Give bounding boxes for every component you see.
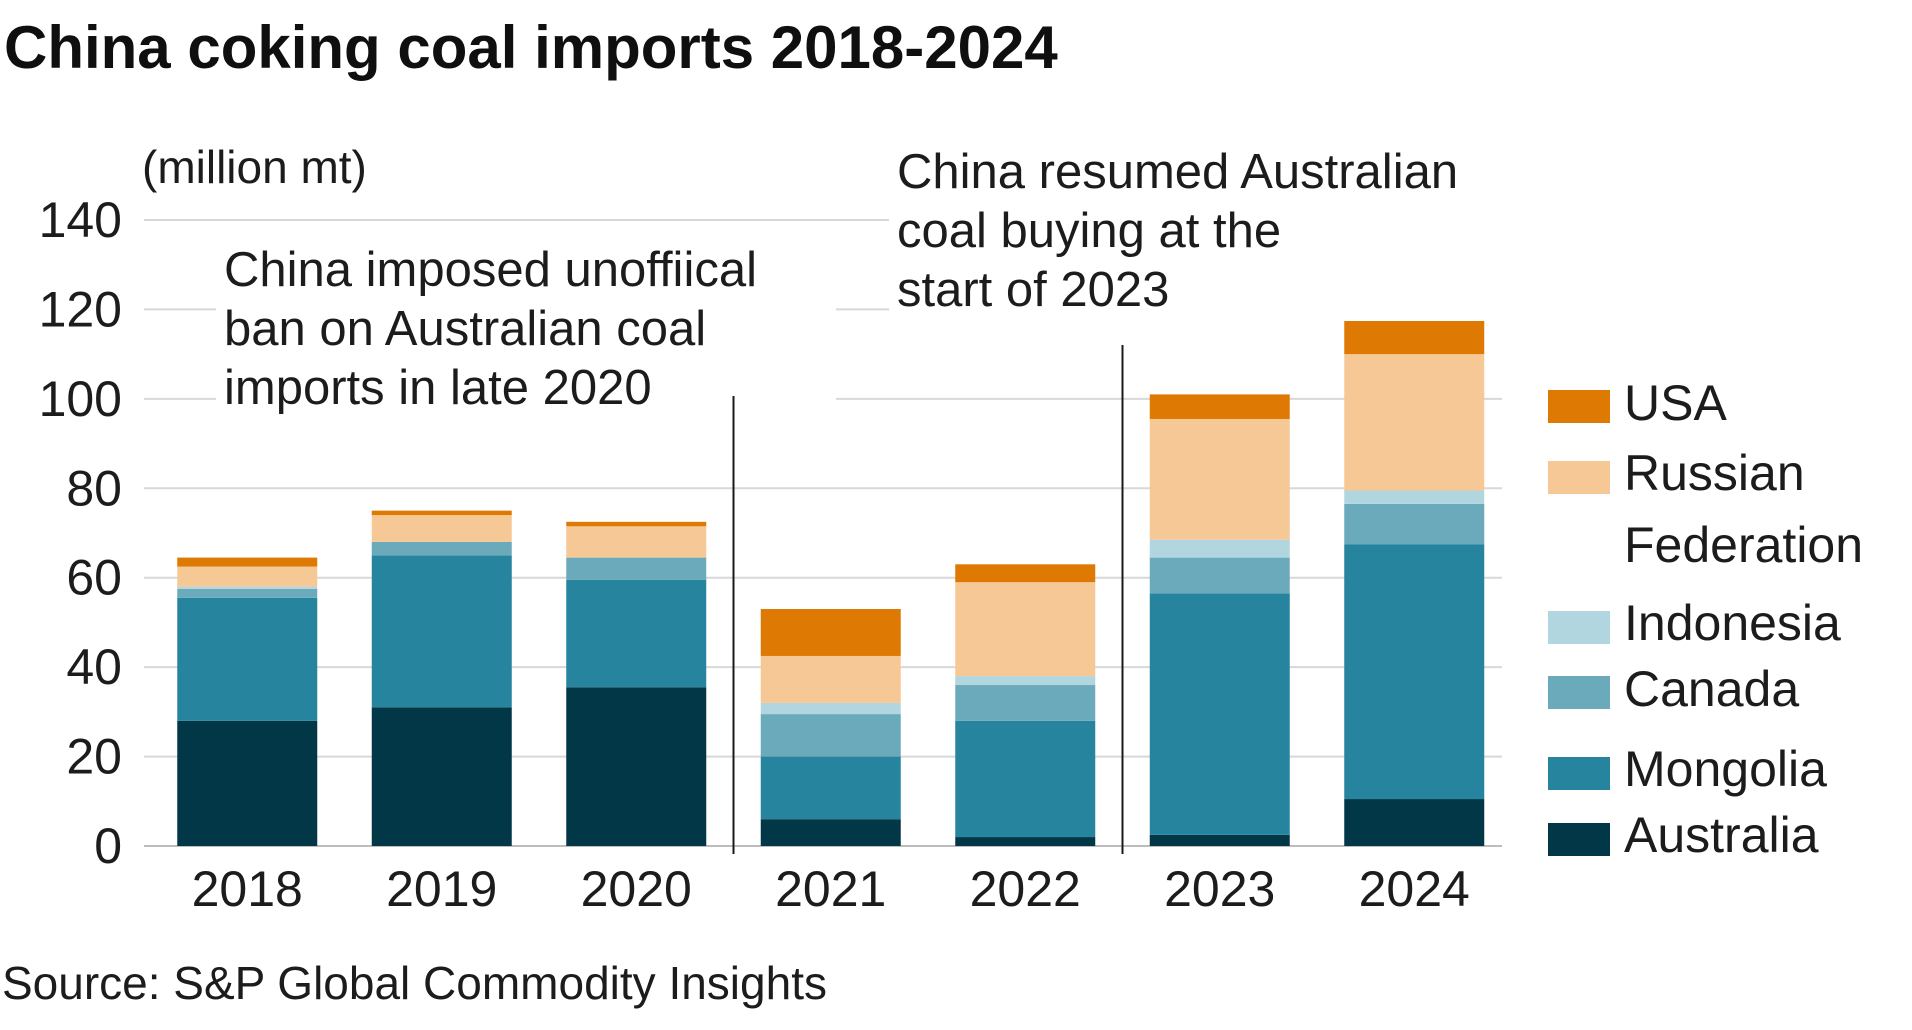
- bar-stack-2024: [1344, 309, 1485, 846]
- x-tick-label: 2024: [1359, 861, 1470, 917]
- annotation-text-line: China resumed Australian: [897, 145, 1458, 199]
- legend: USA Russian Federation Indonesia Canada Mongo…: [1548, 375, 1863, 863]
- legend-label: Canada: [1624, 661, 1799, 717]
- legend-item-mongolia: Mongolia: [1548, 741, 1827, 797]
- x-tick-label: 2023: [1164, 861, 1275, 917]
- annotation-background: [889, 138, 1509, 321]
- bar-segment-canada-2023: [1149, 557, 1290, 594]
- legend-label: Mongolia: [1624, 741, 1827, 797]
- legend-swatch: [1548, 611, 1610, 644]
- y-axis-ticks: 0 20 40 60 80 100 120 140: [39, 192, 122, 874]
- bar-stack-2020: [566, 521, 707, 846]
- legend-swatch: [1548, 390, 1610, 423]
- y-tick-label: 140: [39, 192, 122, 248]
- bar-stack-2021: [760, 609, 901, 846]
- x-axis-ticks: 2018 2019 2020 2021 2022 2023 2024: [192, 861, 1470, 917]
- legend-item-usa: USA: [1548, 375, 1727, 431]
- bar-segment-usa-2019: [371, 510, 512, 516]
- bar-segment-usa-2023: [1149, 394, 1290, 419]
- bar-segment-canada-2024: [1344, 503, 1485, 545]
- bar-segment-australia-2022: [955, 837, 1096, 846]
- bar-segment-usa-2020: [566, 521, 707, 527]
- legend-swatch: [1548, 757, 1610, 790]
- bar-segment-australia-2024: [1344, 799, 1485, 846]
- bar-stack-2023: [1149, 394, 1290, 846]
- bar-segment-australia-2019: [371, 707, 512, 846]
- legend-label: Indonesia: [1624, 595, 1841, 651]
- y-tick-label: 80: [66, 460, 122, 516]
- chart-title: China coking coal imports 2018-2024: [4, 14, 1058, 81]
- bar-segment-canada-2018: [177, 588, 318, 598]
- bar-stack-2018: [177, 557, 318, 846]
- bar-segment-indonesia-2021: [760, 702, 901, 715]
- legend-item-russian-federation: Russian Federation: [1548, 445, 1863, 573]
- bar-segment-canada-2021: [760, 714, 901, 757]
- annotation-background: [216, 236, 836, 419]
- annotation-text-line: China imposed unoffiical: [224, 243, 757, 297]
- legend-swatch: [1548, 676, 1610, 709]
- legend-label: Russian: [1624, 445, 1805, 501]
- legend-item-indonesia: Indonesia: [1548, 595, 1841, 651]
- annotation-text-line: ban on Australian coal: [224, 302, 706, 356]
- x-tick-label: 2021: [775, 861, 886, 917]
- bar-segment-russian-federation-2018: [177, 566, 318, 587]
- x-tick-label: 2022: [970, 861, 1081, 917]
- legend-label: Australia: [1624, 807, 1819, 863]
- y-tick-label: 0: [94, 818, 122, 874]
- bar-segment-mongolia-2018: [177, 597, 318, 721]
- y-tick-label: 100: [39, 371, 122, 427]
- bar-segment-russian-federation-2024: [1344, 354, 1485, 491]
- bar-segment-canada-2019: [371, 541, 512, 556]
- y-tick-label: 40: [66, 639, 122, 695]
- bars: [177, 309, 1485, 846]
- bar-segment-mongolia-2024: [1344, 544, 1485, 800]
- bar-stack-2022: [955, 564, 1096, 846]
- bar-segment-mongolia-2020: [566, 579, 707, 688]
- annotation-text-line: coal buying at the: [897, 204, 1281, 258]
- bar-segment-russian-federation-2020: [566, 526, 707, 558]
- legend-label: Federation: [1624, 517, 1863, 573]
- bar-segment-usa-2021: [760, 609, 901, 656]
- legend-label: USA: [1624, 375, 1727, 431]
- bar-segment-canada-2020: [566, 557, 707, 580]
- bar-segment-australia-2023: [1149, 834, 1290, 846]
- legend-item-australia: Australia: [1548, 807, 1819, 863]
- source-note: Source: S&P Global Commodity Insights: [2, 957, 827, 1009]
- bar-segment-mongolia-2023: [1149, 593, 1290, 835]
- bar-segment-australia-2020: [566, 687, 707, 846]
- bar-stack-2019: [371, 510, 512, 846]
- bar-segment-mongolia-2019: [371, 555, 512, 708]
- x-tick-label: 2019: [386, 861, 497, 917]
- bar-segment-usa-2018: [177, 557, 318, 567]
- legend-item-canada: Canada: [1548, 661, 1799, 717]
- bar-segment-canada-2022: [955, 685, 1096, 721]
- legend-swatch: [1548, 823, 1610, 856]
- annotation-text-line: start of 2023: [897, 263, 1169, 317]
- bar-segment-mongolia-2022: [955, 720, 1096, 838]
- y-tick-label: 60: [66, 550, 122, 606]
- x-tick-label: 2018: [192, 861, 303, 917]
- bar-segment-indonesia-2022: [955, 676, 1096, 686]
- bar-segment-russian-federation-2022: [955, 582, 1096, 677]
- legend-swatch: [1548, 461, 1610, 494]
- bar-segment-indonesia-2024: [1344, 490, 1485, 504]
- y-tick-label: 120: [39, 281, 122, 337]
- bar-segment-indonesia-2023: [1149, 539, 1290, 558]
- bar-segment-mongolia-2021: [760, 756, 901, 820]
- bar-segment-australia-2021: [760, 819, 901, 846]
- annotation-text-line: imports in late 2020: [224, 361, 652, 415]
- bar-segment-russian-federation-2023: [1149, 418, 1290, 540]
- bar-segment-usa-2022: [955, 564, 1096, 583]
- bar-segment-russian-federation-2019: [371, 515, 512, 542]
- y-tick-label: 20: [66, 729, 122, 785]
- bar-segment-russian-federation-2021: [760, 655, 901, 703]
- x-tick-label: 2020: [581, 861, 692, 917]
- bar-segment-indonesia-2018: [177, 586, 318, 589]
- y-axis-unit-label: (million mt): [142, 141, 367, 193]
- bar-segment-australia-2018: [177, 720, 318, 846]
